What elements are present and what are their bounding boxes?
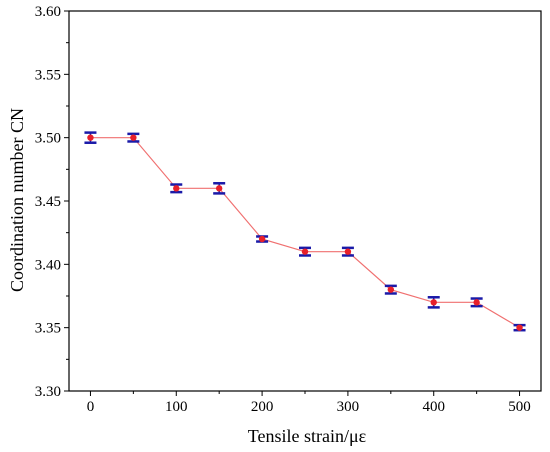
x-tick-label: 400 [422,399,445,415]
data-point [130,134,137,141]
x-tick-label: 100 [165,399,188,415]
plot-frame [68,10,542,392]
ticks-layer: 0 100 200 300 400 500 3.30 3.35 3.40 3.45 3.50 3.55… [35,4,531,415]
y-tick-label: 3.30 [35,384,61,400]
data-point [344,248,352,255]
data-point [87,134,94,141]
data-point [173,185,180,192]
y-axis-title: Coordination number CN [7,108,27,292]
x-tick-label: 0 [87,399,95,415]
axes-layer [68,10,542,392]
y-tick-label: 3.35 [35,321,61,337]
data-point [258,235,266,243]
y-tick-label: 3.60 [35,4,61,20]
x-tick-label: 300 [337,399,360,415]
data-point [301,248,309,255]
y-tick-label: 3.45 [35,194,61,210]
x-axis-title: Tensile strain/με [248,426,367,446]
y-tick-label: 3.40 [35,257,61,273]
data-point [387,286,395,293]
data-point [516,324,523,331]
x-tick-label: 500 [508,399,531,415]
series-line [90,137,520,329]
y-tick-label: 3.50 [35,131,61,147]
data-point [430,299,437,306]
series-layer [84,131,526,332]
data-point [473,299,480,306]
x-tick-label: 200 [251,399,274,415]
data-point [215,185,223,192]
y-tick-label: 3.55 [35,67,61,83]
